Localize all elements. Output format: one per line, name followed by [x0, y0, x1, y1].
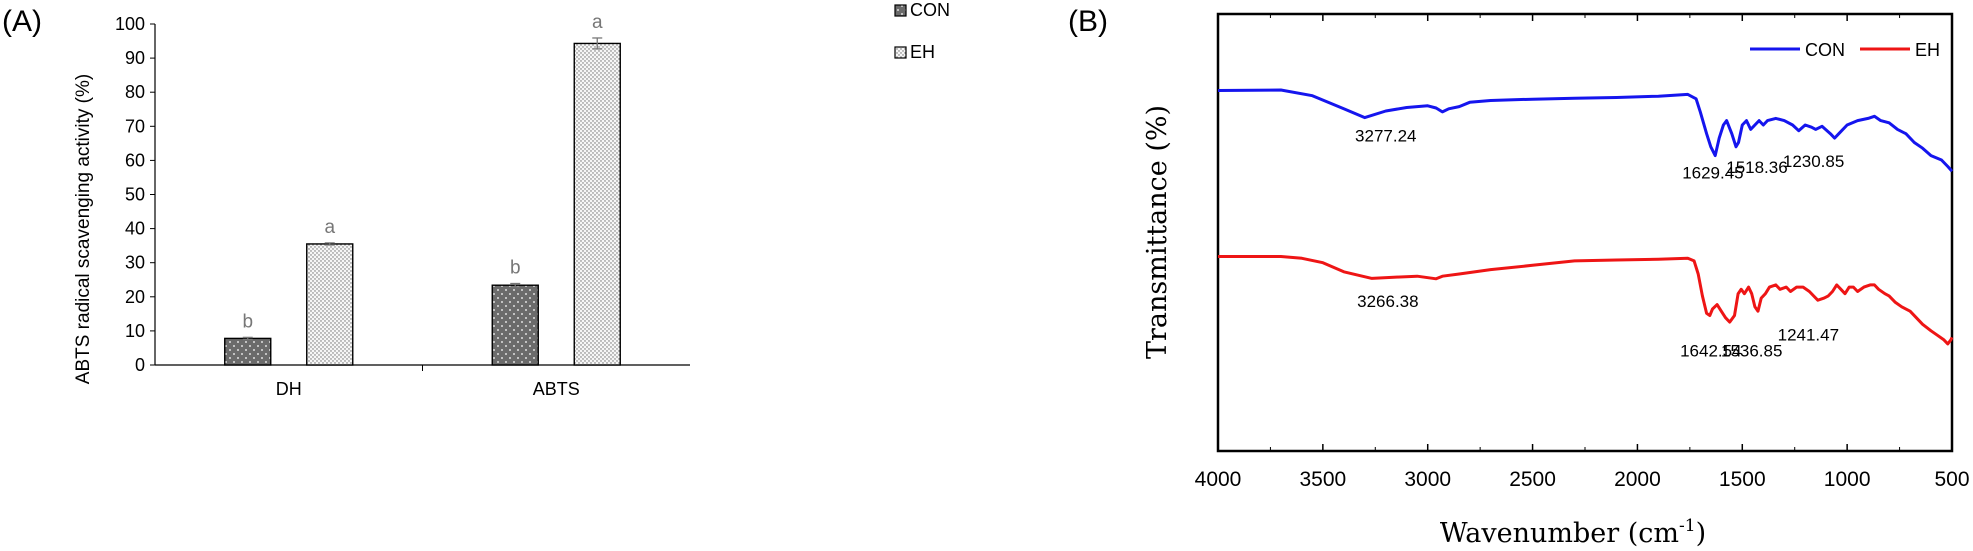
ftir-legend-label-eh: EH	[1915, 40, 1940, 60]
ftir-x-tick-label: 1500	[1719, 468, 1766, 491]
bar-chart-y-tick-label: 90	[125, 48, 145, 68]
ftir-y-axis-label: Transmittance (%)	[1142, 105, 1173, 359]
bar-chart-y-tick-label: 100	[115, 14, 145, 34]
ftir-peak-label: 1230.85	[1783, 152, 1844, 171]
ftir-x-tick-label: 2500	[1509, 468, 1556, 491]
ftir-x-tick-label: 500	[1934, 468, 1969, 491]
ftir-peak-label: 3266.38	[1357, 292, 1418, 311]
ftir-x-axis-label: Wavenumber (cm-1)	[1440, 516, 1706, 549]
legend-label-eh: EH	[910, 42, 935, 62]
ftir-x-tick-label: 3500	[1299, 468, 1346, 491]
bar-significance-letter: a	[324, 217, 335, 238]
ftir-x-tick-label: 2000	[1614, 468, 1661, 491]
bar-chart-y-tick-label: 70	[125, 116, 145, 136]
ftir-x-tick-label: 4000	[1195, 468, 1242, 491]
ftir-plot-frame	[1216, 12, 1954, 453]
ftir-legend-label-con: CON	[1805, 40, 1845, 60]
bar-chart-y-tick-label: 50	[125, 185, 145, 205]
bar-chart-panel-a: (A) 0 10 20 30 40 50 60 70 80 90 100 DH ABTS b a b a AB…	[2, 0, 950, 399]
ftir-x-tick-label: 3000	[1404, 468, 1451, 491]
bar-chart-y-tick-label: 0	[135, 355, 145, 375]
ftir-spectrum-eh	[1218, 255, 1954, 346]
ftir-chart-panel-b: (B) 4000 3500 3000 2500 2000 1500 1000 500 3277…	[1068, 5, 1970, 549]
ftir-peak-label: 1536.85	[1721, 342, 1782, 361]
ftir-x-tick-label: 1000	[1824, 468, 1871, 491]
bar-con-dh	[224, 337, 272, 366]
bar-chart-y-tick-label: 80	[125, 82, 145, 102]
ftir-x-axis-label-main: Wavenumber (cm	[1440, 518, 1679, 549]
bar-chart-y-tick-label: 60	[125, 150, 145, 170]
bar-significance-letter: a	[592, 12, 603, 33]
panel-a-label: (A)	[2, 5, 42, 38]
bar-chart-y-tick-label: 30	[125, 253, 145, 273]
legend-swatch-eh	[894, 46, 907, 59]
bar-significance-letter: b	[510, 258, 521, 279]
ftir-peak-label: 1518.36	[1726, 158, 1787, 177]
bar-chart-bars: b a b a	[224, 12, 621, 366]
bar-eh-abts	[573, 42, 621, 366]
ftir-peak-label: 3277.24	[1355, 127, 1416, 146]
ftir-x-axis-label-close: )	[1696, 518, 1707, 549]
bar-chart-y-axis-label: ABTS radical scavenging activity (%)	[73, 74, 94, 384]
bar-eh-dh	[306, 243, 354, 366]
bar-chart-y-tick-label: 40	[125, 219, 145, 239]
ftir-peak-label: 1642.54	[1680, 342, 1741, 361]
bar-chart-axes: 0 10 20 30 40 50 60 70 80 90 100 DH ABTS	[115, 14, 690, 399]
bar-chart-x-tick-label: ABTS	[533, 379, 580, 399]
bar-chart-legend: CON EH	[894, 0, 950, 62]
ftir-legend: CON EH	[1750, 40, 1940, 60]
bar-con-abts	[491, 284, 539, 366]
legend-label-con: CON	[910, 0, 950, 20]
ftir-peak-label: 1629.45	[1682, 164, 1743, 183]
ftir-x-axis-label-sup: -1	[1679, 516, 1696, 536]
bar-significance-letter: b	[242, 311, 253, 332]
ftir-spectra	[1217, 88, 1954, 346]
legend-swatch-con	[894, 4, 907, 17]
bar-chart-y-tick-label: 20	[125, 287, 145, 307]
bar-chart-x-tick-label: DH	[276, 379, 302, 399]
bar-chart-y-tick-label: 10	[125, 321, 145, 341]
ftir-peak-label: 1241.47	[1778, 325, 1839, 344]
ftir-axes: 4000 3500 3000 2500 2000 1500 1000 500	[1195, 14, 1970, 491]
ftir-spectrum-con	[1217, 88, 1954, 173]
panel-b-label: (B)	[1068, 5, 1108, 38]
